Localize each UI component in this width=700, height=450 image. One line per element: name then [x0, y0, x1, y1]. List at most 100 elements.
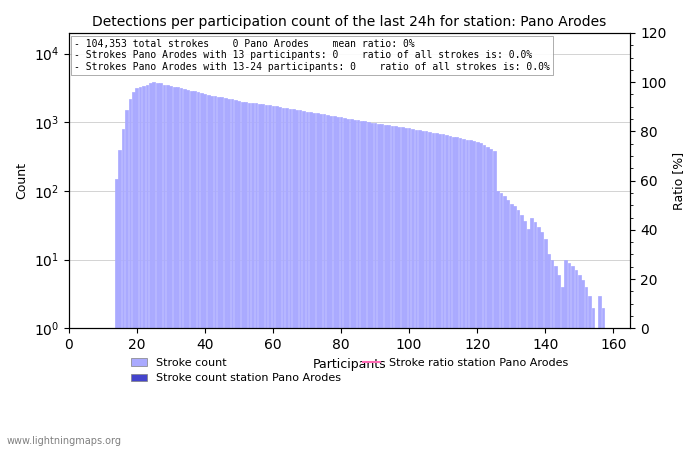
Bar	[551, 260, 554, 450]
Bar	[411, 129, 414, 450]
Bar	[162, 85, 165, 450]
Bar	[401, 127, 404, 450]
Bar	[316, 113, 318, 450]
Bar	[159, 83, 162, 450]
Bar	[281, 108, 284, 450]
Bar	[306, 112, 308, 450]
Bar	[588, 296, 591, 450]
Bar	[544, 239, 547, 450]
Bar	[554, 266, 556, 450]
Bar	[398, 127, 400, 450]
Bar	[547, 254, 550, 450]
Bar	[561, 287, 564, 450]
Bar	[354, 120, 356, 450]
Bar	[210, 95, 213, 450]
Bar	[149, 83, 152, 450]
Bar	[520, 216, 523, 450]
Bar	[166, 86, 169, 450]
Bar	[581, 280, 584, 450]
Legend: Stroke count, Stroke count station Pano Arodes, Stroke ratio station Pano Arodes: Stroke count, Stroke count station Pano …	[126, 353, 573, 388]
Bar	[370, 122, 373, 450]
Bar	[469, 140, 472, 450]
Bar	[214, 96, 216, 450]
Bar	[285, 108, 288, 450]
Bar	[533, 222, 536, 450]
Bar	[173, 87, 176, 450]
Bar	[135, 88, 138, 450]
Text: www.lightningmaps.org: www.lightningmaps.org	[7, 436, 122, 446]
Bar	[288, 108, 291, 450]
Bar	[606, 328, 608, 450]
Bar	[438, 134, 441, 450]
Bar	[435, 133, 438, 450]
Bar	[248, 103, 251, 450]
Bar	[323, 114, 326, 450]
Bar	[452, 136, 455, 450]
Bar	[557, 275, 560, 450]
Bar	[139, 87, 141, 450]
Bar	[336, 117, 339, 450]
Bar	[153, 82, 155, 450]
Bar	[476, 142, 479, 450]
Bar	[500, 193, 503, 450]
Bar	[377, 124, 380, 450]
Bar	[146, 85, 148, 450]
Bar	[255, 104, 257, 450]
Bar	[180, 88, 182, 450]
Bar	[480, 143, 482, 450]
Bar	[387, 125, 390, 450]
Bar	[513, 206, 516, 450]
Bar	[524, 221, 526, 450]
Bar	[183, 89, 186, 450]
Bar	[275, 107, 278, 450]
Bar	[598, 296, 601, 450]
Bar	[531, 218, 533, 450]
Bar	[122, 129, 125, 450]
Bar	[129, 99, 132, 450]
Bar	[503, 196, 505, 450]
Bar	[241, 102, 244, 450]
Bar	[197, 92, 199, 450]
Bar	[217, 97, 220, 450]
Title: Detections per participation count of the last 24h for station: Pano Arodes: Detections per participation count of th…	[92, 15, 607, 29]
Bar	[367, 122, 370, 450]
Bar	[360, 121, 363, 450]
Bar	[462, 139, 465, 450]
Bar	[132, 92, 134, 450]
Bar	[612, 328, 615, 450]
Bar	[125, 110, 128, 450]
Bar	[374, 123, 377, 450]
Bar	[431, 132, 434, 450]
Bar	[602, 308, 605, 450]
Bar	[200, 93, 203, 450]
Bar	[575, 270, 577, 450]
Bar	[473, 141, 475, 450]
Bar	[405, 128, 407, 450]
Bar	[407, 128, 410, 450]
Text: - 104,353 total strokes    0 Pano Arodes    mean ratio: 0%
- Strokes Pano Arodes: - 104,353 total strokes 0 Pano Arodes me…	[74, 39, 550, 72]
Bar	[510, 204, 512, 450]
Bar	[251, 103, 254, 450]
Bar	[363, 122, 366, 450]
Bar	[258, 104, 260, 450]
Bar	[326, 115, 329, 450]
Bar	[244, 102, 247, 450]
Bar	[506, 199, 509, 450]
Bar	[279, 107, 281, 450]
Bar	[299, 110, 302, 450]
Bar	[295, 110, 298, 450]
Bar	[584, 287, 587, 450]
Y-axis label: Ratio [%]: Ratio [%]	[672, 152, 685, 210]
Bar	[568, 263, 570, 450]
Bar	[193, 91, 196, 450]
Bar	[571, 266, 574, 450]
X-axis label: Participants: Participants	[313, 358, 386, 371]
Bar	[346, 119, 349, 450]
Bar	[228, 99, 230, 450]
Bar	[330, 116, 332, 450]
Bar	[414, 130, 417, 450]
Bar	[272, 106, 274, 450]
Bar	[319, 114, 322, 450]
Bar	[425, 131, 428, 450]
Bar	[115, 179, 118, 450]
